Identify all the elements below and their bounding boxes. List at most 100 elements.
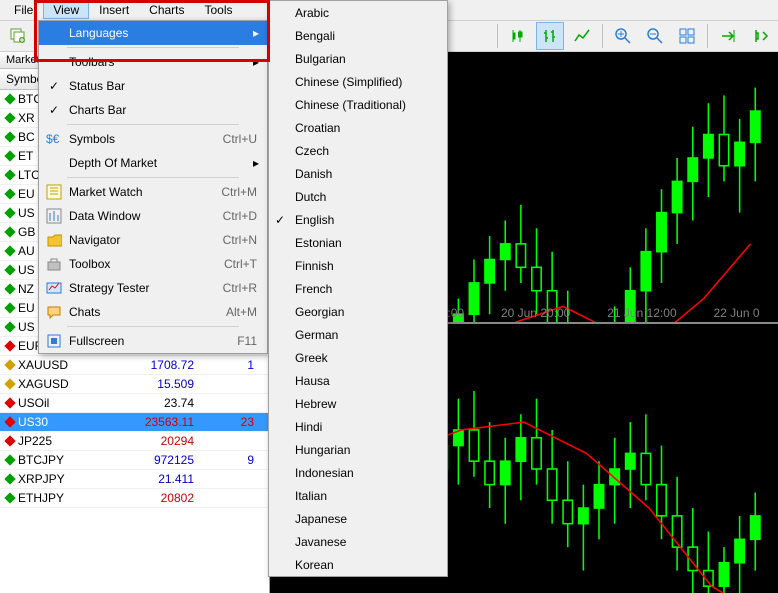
menu-datawindow[interactable]: Data Window Ctrl+D [39, 204, 267, 228]
lang-chinese-simplified-[interactable]: Chinese (Simplified) [269, 70, 447, 93]
menu-fullscreen[interactable]: Fullscreen F11 [39, 329, 267, 353]
lang-javanese[interactable]: Javanese [269, 530, 447, 553]
lang-french[interactable]: French [269, 277, 447, 300]
view-menu: Languages ▸ Toolbars ▸ Status Bar Charts… [38, 20, 268, 354]
direction-icon [4, 435, 15, 446]
lang-italian[interactable]: Italian [269, 484, 447, 507]
menu-navigator[interactable]: Navigator Ctrl+N [39, 228, 267, 252]
mw-row[interactable]: USOil23.74 [0, 394, 269, 413]
lang-georgian[interactable]: Georgian [269, 300, 447, 323]
direction-icon [4, 169, 15, 180]
direction-icon [4, 93, 15, 104]
direction-icon [4, 245, 15, 256]
lang-bulgarian[interactable]: Bulgarian [269, 47, 447, 70]
symbol-name: NZ [18, 282, 34, 296]
lang-hebrew[interactable]: Hebrew [269, 392, 447, 415]
direction-icon [4, 378, 15, 389]
lang-japanese[interactable]: Japanese [269, 507, 447, 530]
symbol-name: EU [18, 187, 35, 201]
lang-croatian[interactable]: Croatian [269, 116, 447, 139]
menu-languages[interactable]: Languages ▸ [39, 21, 267, 45]
symbol-name: LTC [18, 168, 40, 182]
lang-estonian[interactable]: Estonian [269, 231, 447, 254]
menu-toolbox[interactable]: Toolbox Ctrl+T [39, 252, 267, 276]
lang-dutch[interactable]: Dutch [269, 185, 447, 208]
symbol-name: GB [18, 225, 35, 239]
fullscreen-icon [45, 332, 63, 350]
tb-bars[interactable] [536, 22, 564, 50]
menu-symbols[interactable]: $€ Symbols Ctrl+U [39, 127, 267, 151]
direction-icon [4, 416, 15, 427]
direction-icon [4, 150, 15, 161]
lang-english[interactable]: ✓English [269, 208, 447, 231]
direction-icon [4, 226, 15, 237]
lang-hungarian[interactable]: Hungarian [269, 438, 447, 461]
menu-chats[interactable]: Chats Alt+M [39, 300, 267, 324]
symbol-name: XR [18, 111, 35, 125]
check-icon [45, 77, 63, 95]
check-icon: ✓ [275, 213, 285, 227]
direction-icon [4, 207, 15, 218]
tb-new-chart[interactable] [4, 22, 32, 50]
menubar-charts[interactable]: Charts [139, 1, 194, 19]
symbol-name: US [18, 206, 35, 220]
chats-icon [45, 303, 63, 321]
menubar-insert[interactable]: Insert [89, 1, 139, 19]
mw-row[interactable]: XAUUSD 1708.721 [0, 356, 269, 375]
menu-tester[interactable]: Strategy Tester Ctrl+R [39, 276, 267, 300]
symbol-name: XRPJPY [18, 472, 65, 486]
bid-price: 23563.11 [120, 415, 200, 429]
lang-korean[interactable]: Korean [269, 553, 447, 576]
menubar-tools[interactable]: Tools [195, 1, 243, 19]
menu-toolbars[interactable]: Toolbars ▸ [39, 50, 267, 74]
lang-indonesian[interactable]: Indonesian [269, 461, 447, 484]
menubar-view[interactable]: View [43, 1, 89, 19]
bid-price: 1708.72 [120, 358, 200, 372]
datawindow-icon [45, 207, 63, 225]
lang-arabic[interactable]: Arabic [269, 1, 447, 24]
symbol-name: EU [18, 301, 35, 315]
tb-autoscroll[interactable] [746, 22, 774, 50]
direction-icon [4, 264, 15, 275]
bid-price: 15.509 [120, 377, 200, 391]
direction-icon [4, 473, 15, 484]
ask-price: 9 [200, 453, 260, 467]
mw-row[interactable]: ETHJPY20802 [0, 489, 269, 508]
menu-statusbar[interactable]: Status Bar [39, 74, 267, 98]
lang-bengali[interactable]: Bengali [269, 24, 447, 47]
lang-hindi[interactable]: Hindi [269, 415, 447, 438]
marketwatch-icon [45, 183, 63, 201]
lang-czech[interactable]: Czech [269, 139, 447, 162]
lang-german[interactable]: German [269, 323, 447, 346]
menu-depth[interactable]: Depth Of Market ▸ [39, 151, 267, 175]
lang-greek[interactable]: Greek [269, 346, 447, 369]
direction-icon [4, 112, 15, 123]
direction-icon [4, 397, 15, 408]
menu-chartsbar[interactable]: Charts Bar [39, 98, 267, 122]
tb-zoom-out[interactable] [641, 22, 669, 50]
tb-candles[interactable] [504, 22, 532, 50]
tb-zoom-in[interactable] [609, 22, 637, 50]
mw-row[interactable]: JP22520294 [0, 432, 269, 451]
tb-line[interactable] [568, 22, 596, 50]
symbol-name: XAUUSD [18, 358, 68, 372]
navigator-icon [45, 231, 63, 249]
tb-shift[interactable] [714, 22, 742, 50]
mw-row[interactable]: BTCJPY9721259 [0, 451, 269, 470]
submenu-arrow-icon: ▸ [253, 55, 261, 69]
mw-row[interactable]: XAGUSD15.509 [0, 375, 269, 394]
lang-chinese-traditional-[interactable]: Chinese (Traditional) [269, 93, 447, 116]
tb-tile[interactable] [673, 22, 701, 50]
menu-marketwatch[interactable]: Market Watch Ctrl+M [39, 180, 267, 204]
lang-finnish[interactable]: Finnish [269, 254, 447, 277]
lang-danish[interactable]: Danish [269, 162, 447, 185]
lang-hausa[interactable]: Hausa [269, 369, 447, 392]
direction-icon [4, 283, 15, 294]
mw-row[interactable]: US3023563.1123 [0, 413, 269, 432]
mw-row[interactable]: XRPJPY21.411 [0, 470, 269, 489]
symbol-name: AU [18, 244, 35, 258]
check-icon [45, 101, 63, 119]
menubar-file[interactable]: File [4, 1, 43, 19]
ask-price: 1 [200, 358, 260, 372]
symbol-name: BTCJPY [18, 453, 64, 467]
